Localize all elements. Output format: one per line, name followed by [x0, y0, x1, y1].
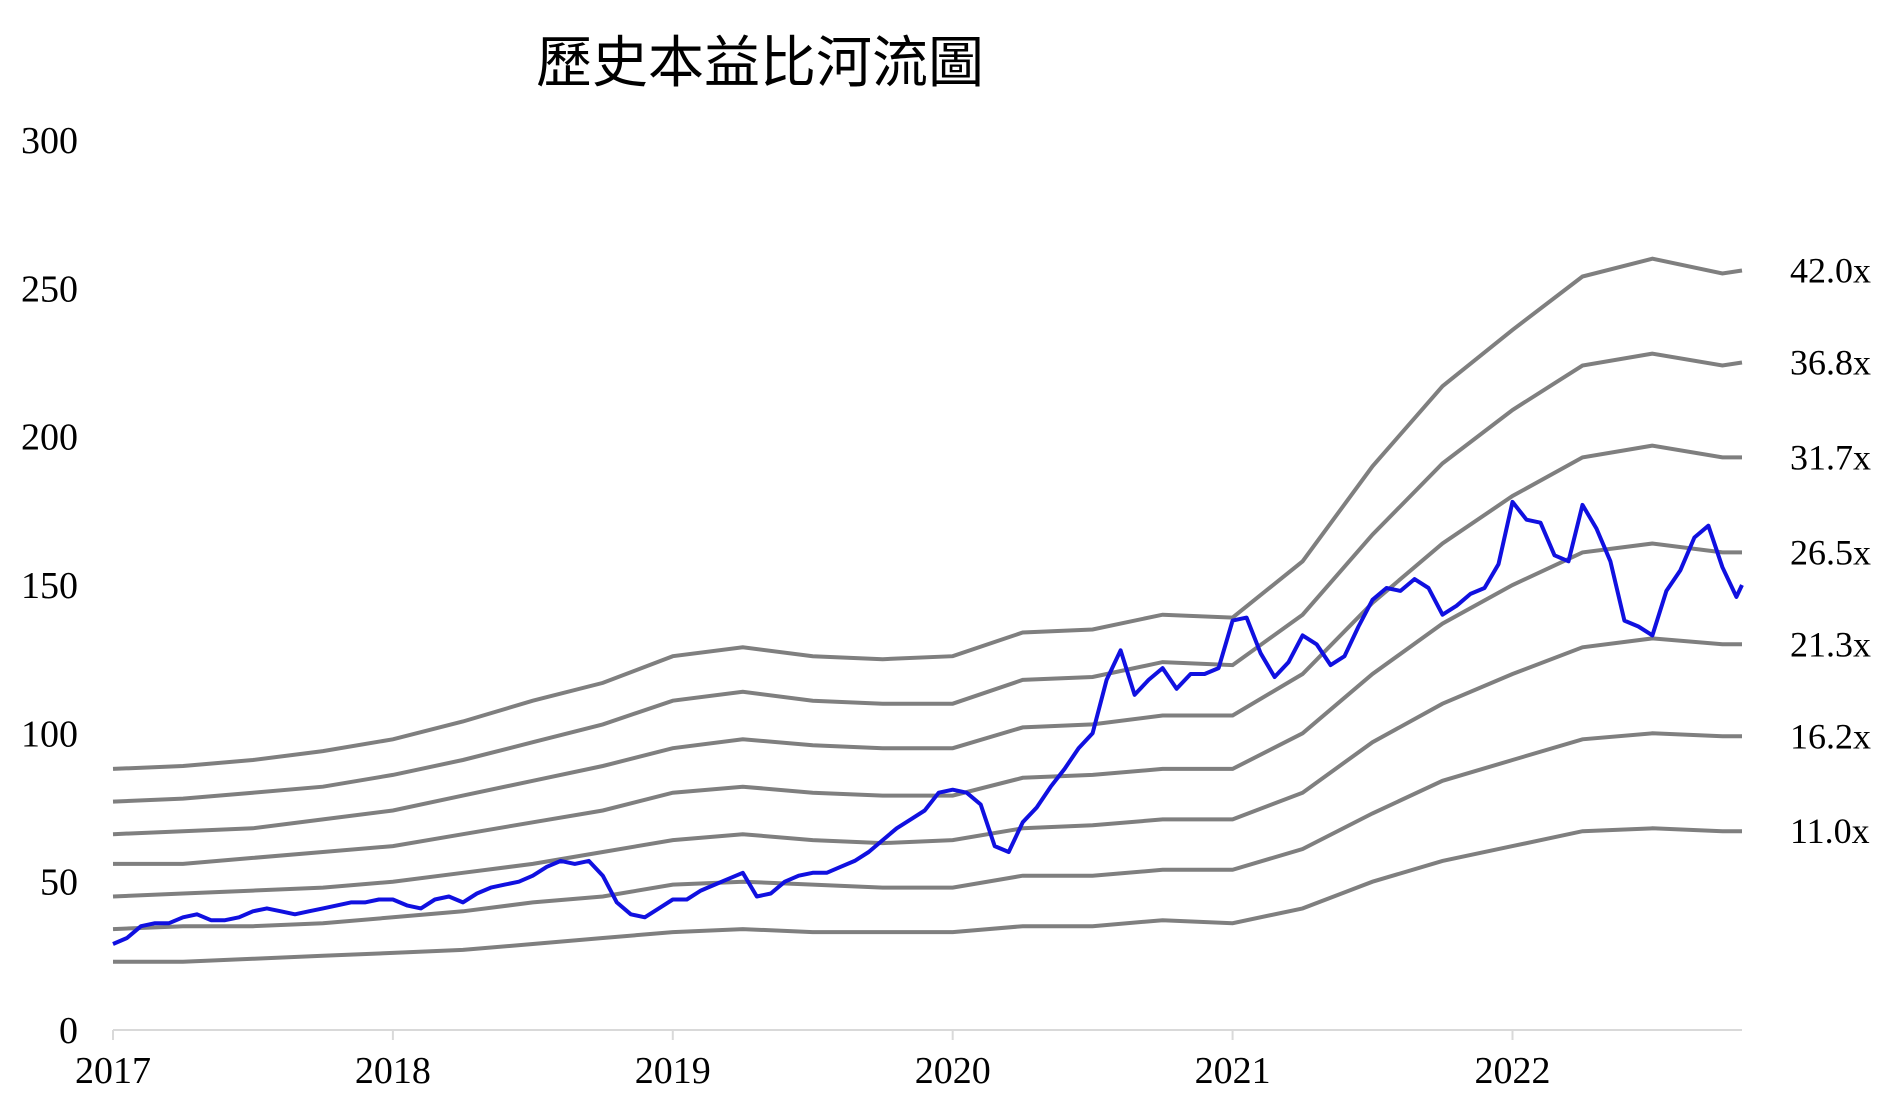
band-label: 16.2x [1790, 716, 1871, 756]
y-tick-label: 50 [40, 862, 78, 904]
price-series [112, 499, 1744, 946]
band-label: 21.3x [1790, 624, 1871, 664]
pe-band-21-3x [112, 636, 1742, 899]
band-labels: 42.0x 36.8x 31.7x 26.5x 21.3x 16.2x 11.0x [1790, 251, 1871, 852]
band-label: 11.0x [1790, 811, 1870, 851]
pe-band-31-7x [112, 443, 1742, 837]
pe-band-16-2x [112, 731, 1742, 932]
band-label: 42.0x [1790, 251, 1871, 291]
y-tick-label: 100 [21, 713, 78, 755]
y-tick-label: 200 [21, 417, 78, 459]
x-tick-label: 2018 [355, 1050, 431, 1092]
x-tick-label: 2022 [1474, 1050, 1550, 1092]
pe-band-36-8x [112, 351, 1743, 804]
band-label: 36.8x [1790, 343, 1871, 383]
x-tick-label: 2017 [75, 1050, 151, 1092]
band-label: 26.5x [1790, 532, 1871, 572]
x-tick-label: 2021 [1195, 1050, 1271, 1092]
x-axis-ticks: 2017 2018 2019 2020 2021 2022 [75, 1030, 1550, 1092]
y-tick-label: 150 [21, 565, 78, 607]
chart-title: 歷史本益比河流圖 [536, 31, 984, 96]
pe-band-42-0x [112, 256, 1743, 771]
pe-band-11-0x [113, 826, 1742, 964]
y-axis-ticks: 0 50 100 150 200 250 300 [21, 120, 78, 1052]
pe-band-26-5x [113, 541, 1742, 866]
band-label: 31.7x [1790, 437, 1871, 477]
y-tick-label: 250 [21, 268, 78, 310]
price-line [112, 499, 1744, 946]
y-tick-label: 300 [21, 120, 78, 162]
pe-band-lines [112, 256, 1743, 964]
x-tick-label: 2020 [915, 1050, 991, 1092]
y-tick-label: 0 [59, 1010, 78, 1052]
x-tick-label: 2019 [635, 1050, 711, 1092]
